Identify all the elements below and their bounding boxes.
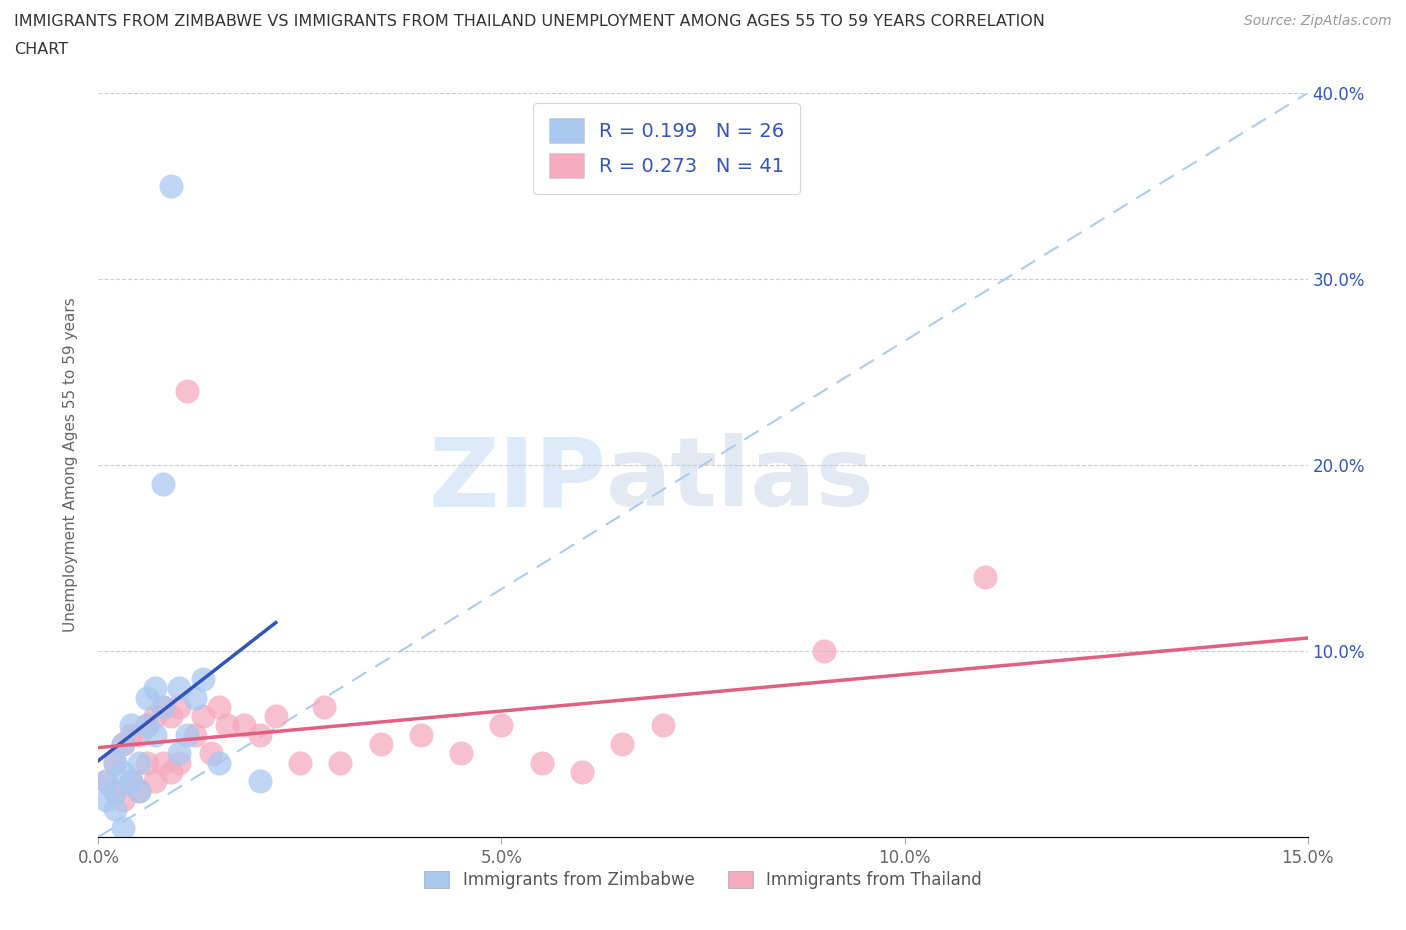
Point bbox=[135, 718, 157, 733]
Point bbox=[232, 718, 254, 733]
Point bbox=[208, 755, 231, 770]
Point bbox=[167, 699, 190, 714]
Point bbox=[249, 774, 271, 789]
Point bbox=[111, 737, 134, 751]
Point bbox=[120, 718, 142, 733]
Point bbox=[264, 709, 287, 724]
Point bbox=[160, 179, 183, 193]
Point bbox=[193, 671, 215, 686]
Point bbox=[370, 737, 392, 751]
Point bbox=[96, 792, 118, 807]
Point bbox=[167, 681, 190, 696]
Point bbox=[329, 755, 352, 770]
Point bbox=[152, 476, 174, 491]
Point bbox=[176, 383, 198, 398]
Text: atlas: atlas bbox=[606, 433, 875, 526]
Legend: Immigrants from Zimbabwe, Immigrants from Thailand: Immigrants from Zimbabwe, Immigrants fro… bbox=[418, 864, 988, 896]
Point bbox=[530, 755, 553, 770]
Point bbox=[111, 792, 134, 807]
Point bbox=[152, 755, 174, 770]
Point bbox=[491, 718, 513, 733]
Point bbox=[152, 699, 174, 714]
Point bbox=[128, 727, 150, 742]
Point bbox=[120, 774, 142, 789]
Point bbox=[111, 737, 134, 751]
Point bbox=[217, 718, 239, 733]
Point bbox=[103, 783, 125, 798]
Point bbox=[176, 727, 198, 742]
Point bbox=[128, 783, 150, 798]
Point bbox=[103, 783, 125, 798]
Point bbox=[249, 727, 271, 742]
Point bbox=[128, 783, 150, 798]
Point bbox=[135, 718, 157, 733]
Point bbox=[409, 727, 432, 742]
Point bbox=[974, 569, 997, 584]
Point bbox=[184, 727, 207, 742]
Point bbox=[96, 774, 118, 789]
Point bbox=[103, 755, 125, 770]
Text: CHART: CHART bbox=[14, 42, 67, 57]
Point bbox=[120, 774, 142, 789]
Point bbox=[152, 699, 174, 714]
Point bbox=[103, 755, 125, 770]
Point bbox=[160, 764, 183, 779]
Point bbox=[111, 764, 134, 779]
Point bbox=[143, 727, 166, 742]
Point bbox=[200, 746, 222, 761]
Point bbox=[813, 644, 835, 658]
Point bbox=[143, 709, 166, 724]
Text: ZIP: ZIP bbox=[429, 433, 606, 526]
Point bbox=[143, 681, 166, 696]
Point bbox=[167, 755, 190, 770]
Point bbox=[160, 709, 183, 724]
Point bbox=[288, 755, 311, 770]
Point bbox=[571, 764, 593, 779]
Point bbox=[651, 718, 673, 733]
Point bbox=[450, 746, 472, 761]
Point bbox=[120, 727, 142, 742]
Text: IMMIGRANTS FROM ZIMBABWE VS IMMIGRANTS FROM THAILAND UNEMPLOYMENT AMONG AGES 55 : IMMIGRANTS FROM ZIMBABWE VS IMMIGRANTS F… bbox=[14, 14, 1045, 29]
Point bbox=[193, 709, 215, 724]
Point bbox=[135, 755, 157, 770]
Point bbox=[128, 755, 150, 770]
Point bbox=[111, 820, 134, 835]
Text: Source: ZipAtlas.com: Source: ZipAtlas.com bbox=[1244, 14, 1392, 28]
Point bbox=[314, 699, 336, 714]
Point bbox=[208, 699, 231, 714]
Point bbox=[103, 802, 125, 817]
Point bbox=[143, 774, 166, 789]
Point bbox=[135, 690, 157, 705]
Point bbox=[167, 746, 190, 761]
Point bbox=[96, 774, 118, 789]
Y-axis label: Unemployment Among Ages 55 to 59 years: Unemployment Among Ages 55 to 59 years bbox=[63, 298, 77, 632]
Point bbox=[612, 737, 634, 751]
Point bbox=[184, 690, 207, 705]
